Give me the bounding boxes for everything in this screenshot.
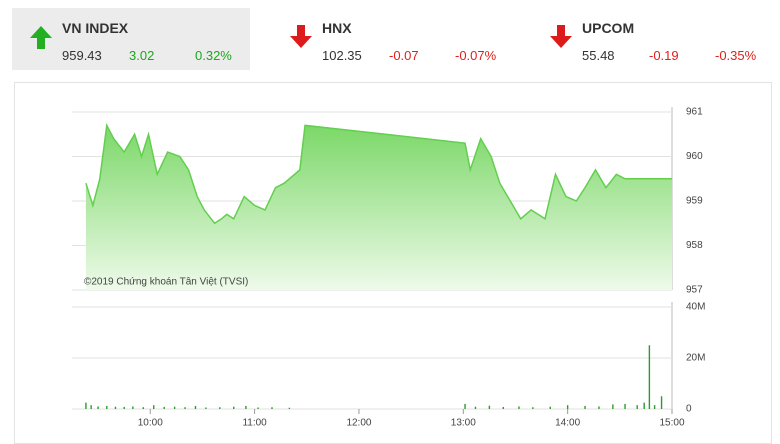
y-tick-label: 958 bbox=[686, 240, 703, 251]
volume-bar bbox=[97, 406, 99, 409]
volume-bar bbox=[474, 406, 477, 409]
x-tick-label: 11:00 bbox=[242, 418, 267, 429]
volume-bar bbox=[584, 405, 586, 409]
index-change: -0.07 bbox=[389, 48, 419, 63]
volume-bar bbox=[123, 406, 125, 409]
y-tick-label: 961 bbox=[686, 107, 703, 118]
volume-bar bbox=[114, 406, 117, 409]
down-arrow bbox=[550, 25, 572, 48]
volume-bar bbox=[566, 405, 569, 409]
down-arrow bbox=[290, 25, 312, 48]
x-tick-label: 13:00 bbox=[451, 418, 476, 429]
index-tile[interactable]: HNX 102.35 -0.07 -0.07% bbox=[272, 8, 510, 70]
volume-bar bbox=[643, 402, 645, 409]
volume-bar bbox=[257, 407, 259, 409]
volume-bar bbox=[233, 406, 235, 409]
volume-bar bbox=[132, 406, 134, 409]
annotation: ©2019 Chứng khoán Tân Việt (TVSI) bbox=[84, 277, 248, 288]
price-line bbox=[85, 122, 672, 225]
volume-bar bbox=[106, 405, 108, 409]
index-percent: -0.07% bbox=[455, 48, 497, 63]
y-tick-label: 959 bbox=[686, 196, 703, 207]
y-tick-label: 957 bbox=[686, 285, 703, 296]
x-tick-label: 12:00 bbox=[346, 418, 371, 429]
volume-bar bbox=[598, 406, 600, 409]
index-tile[interactable]: UPCOM 55.48 -0.19 -0.35% bbox=[532, 8, 770, 70]
volume-bar bbox=[219, 407, 221, 409]
x-tick-label: 14:00 bbox=[555, 418, 580, 429]
index-change: -0.19 bbox=[649, 48, 679, 63]
volume-bar bbox=[488, 405, 491, 409]
volume-bar bbox=[85, 402, 87, 409]
volume-bar bbox=[532, 407, 534, 409]
y-tick-label: 40M bbox=[686, 302, 705, 313]
x-tick-label: 15:00 bbox=[659, 418, 684, 429]
volume-bar bbox=[653, 405, 656, 409]
index-percent: -0.35% bbox=[715, 48, 757, 63]
volume-bar bbox=[624, 403, 626, 409]
volume-bar bbox=[288, 407, 291, 409]
index-name: VN INDEX bbox=[62, 20, 129, 36]
volume-bar bbox=[142, 407, 145, 409]
area-fill bbox=[85, 125, 673, 290]
index-change: 3.02 bbox=[129, 48, 155, 63]
volume-bar bbox=[518, 406, 520, 409]
y-tick-label: 20M bbox=[686, 353, 705, 364]
index-value: 55.48 bbox=[582, 48, 615, 63]
index-tile[interactable]: VN INDEX 959.43 3.02 0.32% bbox=[12, 8, 250, 70]
index-name: HNX bbox=[322, 20, 352, 36]
volume-bar bbox=[502, 406, 505, 409]
y-tick-label: 0 bbox=[686, 404, 692, 415]
volume-bar bbox=[205, 407, 207, 409]
volume-bar bbox=[153, 405, 155, 409]
volume-bar bbox=[660, 396, 663, 409]
volume-bar bbox=[549, 406, 551, 409]
volume-bar bbox=[90, 405, 92, 409]
volume-bar bbox=[648, 345, 651, 409]
volume-bar bbox=[612, 404, 614, 409]
volume-bar bbox=[245, 405, 247, 409]
index-value: 102.35 bbox=[322, 48, 362, 63]
volume-bar bbox=[271, 407, 273, 409]
volume-bar bbox=[636, 405, 638, 409]
index-value: 959.43 bbox=[62, 48, 102, 63]
volume-bar bbox=[194, 405, 197, 409]
index-percent: 0.32% bbox=[195, 48, 232, 63]
x-tick-label: 10:00 bbox=[138, 418, 163, 429]
y-tick-label: 960 bbox=[686, 151, 703, 162]
volume-bar bbox=[184, 407, 186, 409]
index-name: UPCOM bbox=[582, 20, 635, 36]
volume-bar bbox=[173, 406, 176, 409]
up-arrow bbox=[30, 26, 52, 49]
volume-bar bbox=[163, 406, 165, 409]
volume-bar bbox=[464, 403, 466, 409]
